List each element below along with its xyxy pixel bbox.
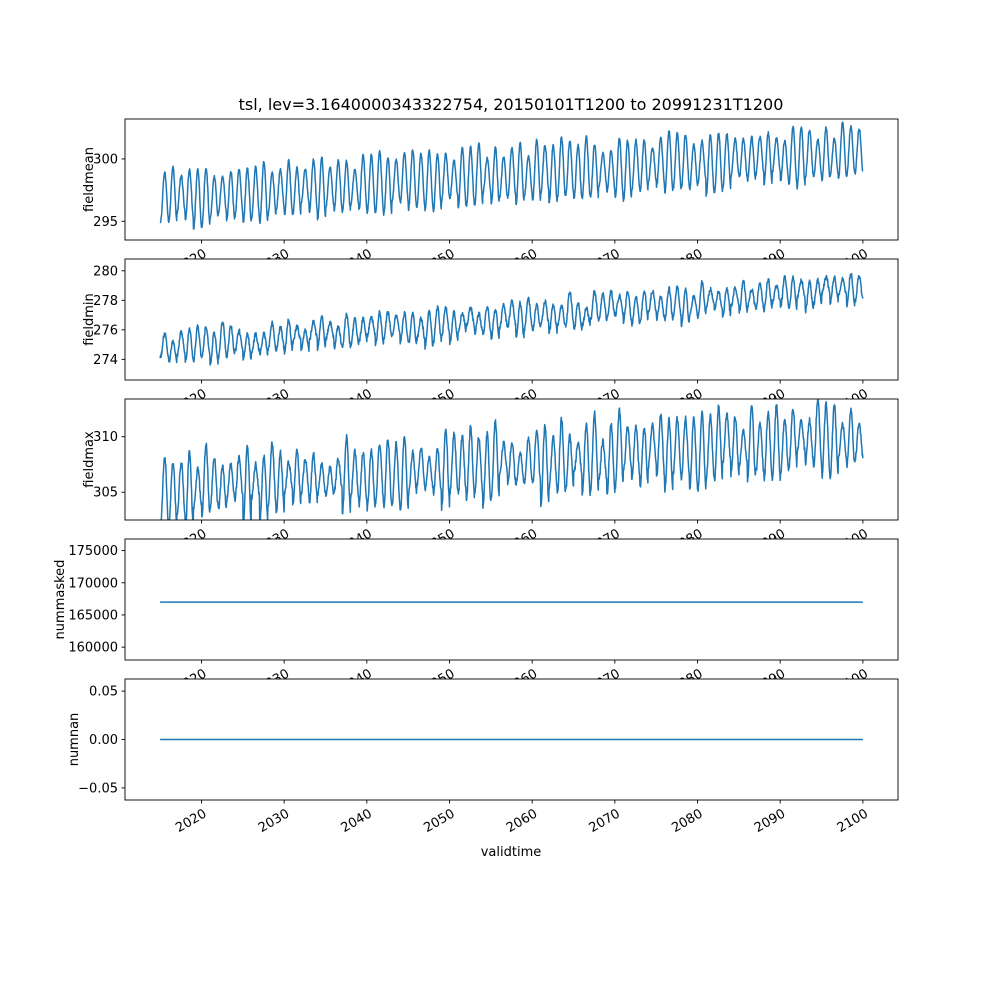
axes-frame xyxy=(124,118,899,241)
y-tick-label: 165000 xyxy=(68,608,118,623)
x-tick-label: 2060 xyxy=(504,806,540,836)
figure-title: tsl, lev=3.1640000343322754, 20150101T12… xyxy=(239,95,784,114)
axes-background xyxy=(125,539,898,660)
subplot-fieldmean: 2953002020203020402050206020702080209021… xyxy=(93,118,899,276)
y-tick-label: 274 xyxy=(93,353,118,368)
y-tick-label: 170000 xyxy=(68,576,118,591)
y-axis-label-nummasked: nummasked xyxy=(53,560,68,640)
axes-frame xyxy=(124,538,899,661)
x-tick-label: 2090 xyxy=(752,806,788,836)
series-line-fieldmin xyxy=(159,272,864,366)
x-tick-label: 2080 xyxy=(669,806,705,836)
x-tick-label: 2100 xyxy=(835,806,871,836)
y-axis-label-fieldmax: fieldmax xyxy=(82,431,97,488)
y-axis-label-fieldmin: fieldmin xyxy=(82,293,97,346)
y-tick-label: 175000 xyxy=(68,544,118,559)
x-axis-label: validtime xyxy=(481,845,542,860)
subplots-group: 295 300 2020 2030 2040 2050 2060 2070 2080 2090 21… xyxy=(68,118,899,836)
y-tick-label: 310 xyxy=(93,430,118,445)
y-tick-label: 276 xyxy=(93,323,118,338)
y-tick-label: 305 xyxy=(93,486,118,501)
axes-frame xyxy=(124,258,899,381)
y-tick-label: 300 xyxy=(93,152,118,167)
x-tick-label: 2020 xyxy=(173,806,209,836)
y-tick-label: 0.00 xyxy=(89,733,118,748)
series-line-fieldmean xyxy=(159,121,864,230)
x-tick-label: 2070 xyxy=(587,806,623,836)
axes-background xyxy=(125,259,898,380)
y-tick-label: −0.05 xyxy=(78,781,118,796)
y-tick-label: 278 xyxy=(93,294,118,309)
y-tick-label: 280 xyxy=(93,264,118,279)
subplot-fieldmax: 3053102020203020402050206020702080209021… xyxy=(93,398,899,556)
x-tick-label: 2040 xyxy=(339,806,375,836)
subplot-numnan: −0.05 0.00 0.05 2020 2030 2040 2050 2060 2070 208… xyxy=(78,678,899,836)
y-axis-label-numnan: numnan xyxy=(67,713,82,767)
y-tick-label: 160000 xyxy=(68,641,118,656)
y-tick-label: 295 xyxy=(93,215,118,230)
subplot-fieldmin: 2742762782802020203020402050206020702080… xyxy=(93,258,899,416)
subplot-nummasked: 1600001650001700001750002020203020402050… xyxy=(68,538,899,696)
y-axis-label-fieldmean: fieldmean xyxy=(82,147,97,212)
x-tick-label: 2050 xyxy=(421,806,457,836)
axes-frame xyxy=(124,398,899,521)
y-tick-label: 0.05 xyxy=(89,685,118,700)
x-tick-label: 2030 xyxy=(256,806,292,836)
series-line-fieldmax xyxy=(160,399,864,520)
